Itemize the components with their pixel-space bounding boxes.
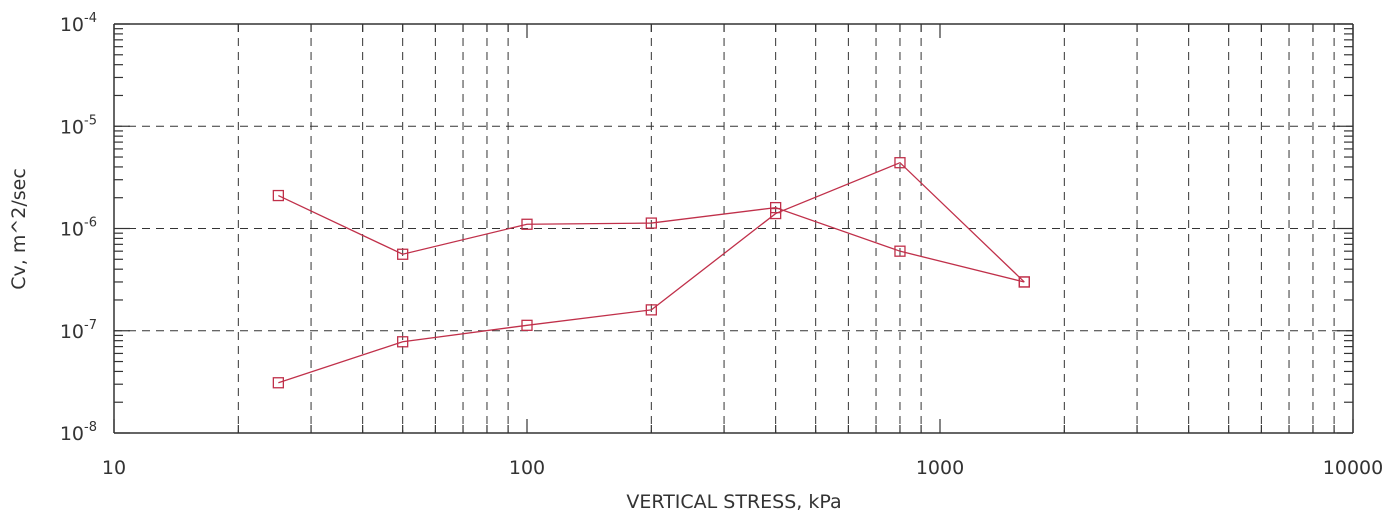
- series-1-marker: [770, 207, 782, 220]
- y-tick-label: 10-7: [60, 318, 97, 343]
- x-tick-label: 1000: [916, 457, 964, 479]
- series-line-1: [278, 161, 1025, 384]
- y-tick-label: 10-6: [60, 216, 97, 241]
- series-1-marker: [521, 319, 533, 331]
- x-axis-title: VERTICAL STRESS, kPa: [626, 491, 841, 513]
- y-axis-title: Cv, m^2/sec: [8, 168, 30, 290]
- series-2-marker: [645, 217, 657, 229]
- y-tick-label: 10-4: [60, 11, 97, 36]
- series-line-2: [278, 194, 1025, 283]
- series-2-marker: [894, 245, 906, 257]
- grid: [114, 23, 1353, 434]
- x-tick-label: 100: [509, 457, 545, 479]
- series-1-marker: [272, 377, 284, 389]
- y-tick-label: 10-5: [60, 113, 97, 138]
- axis-ticks: [113, 23, 1354, 434]
- x-tick-label: 10000: [1323, 457, 1383, 479]
- x-tick-label: 10: [102, 457, 126, 479]
- series-2-marker: [272, 189, 284, 202]
- series-2-marker: [770, 201, 782, 214]
- series-1-marker: [894, 157, 906, 169]
- series-1-marker: [397, 336, 409, 348]
- y-tick-labels: 10-8 10-7 10-6 10-5 10-4: [60, 11, 97, 445]
- x-tick-labels: 10 100 1000 10000: [102, 457, 1383, 479]
- y-tick-label: 10-8: [60, 420, 97, 445]
- series-1-marker: [645, 304, 657, 316]
- series: [272, 157, 1030, 389]
- series-2-marker: [397, 248, 409, 260]
- series-2-marker: [521, 218, 533, 230]
- series-2-marker: [1018, 276, 1030, 288]
